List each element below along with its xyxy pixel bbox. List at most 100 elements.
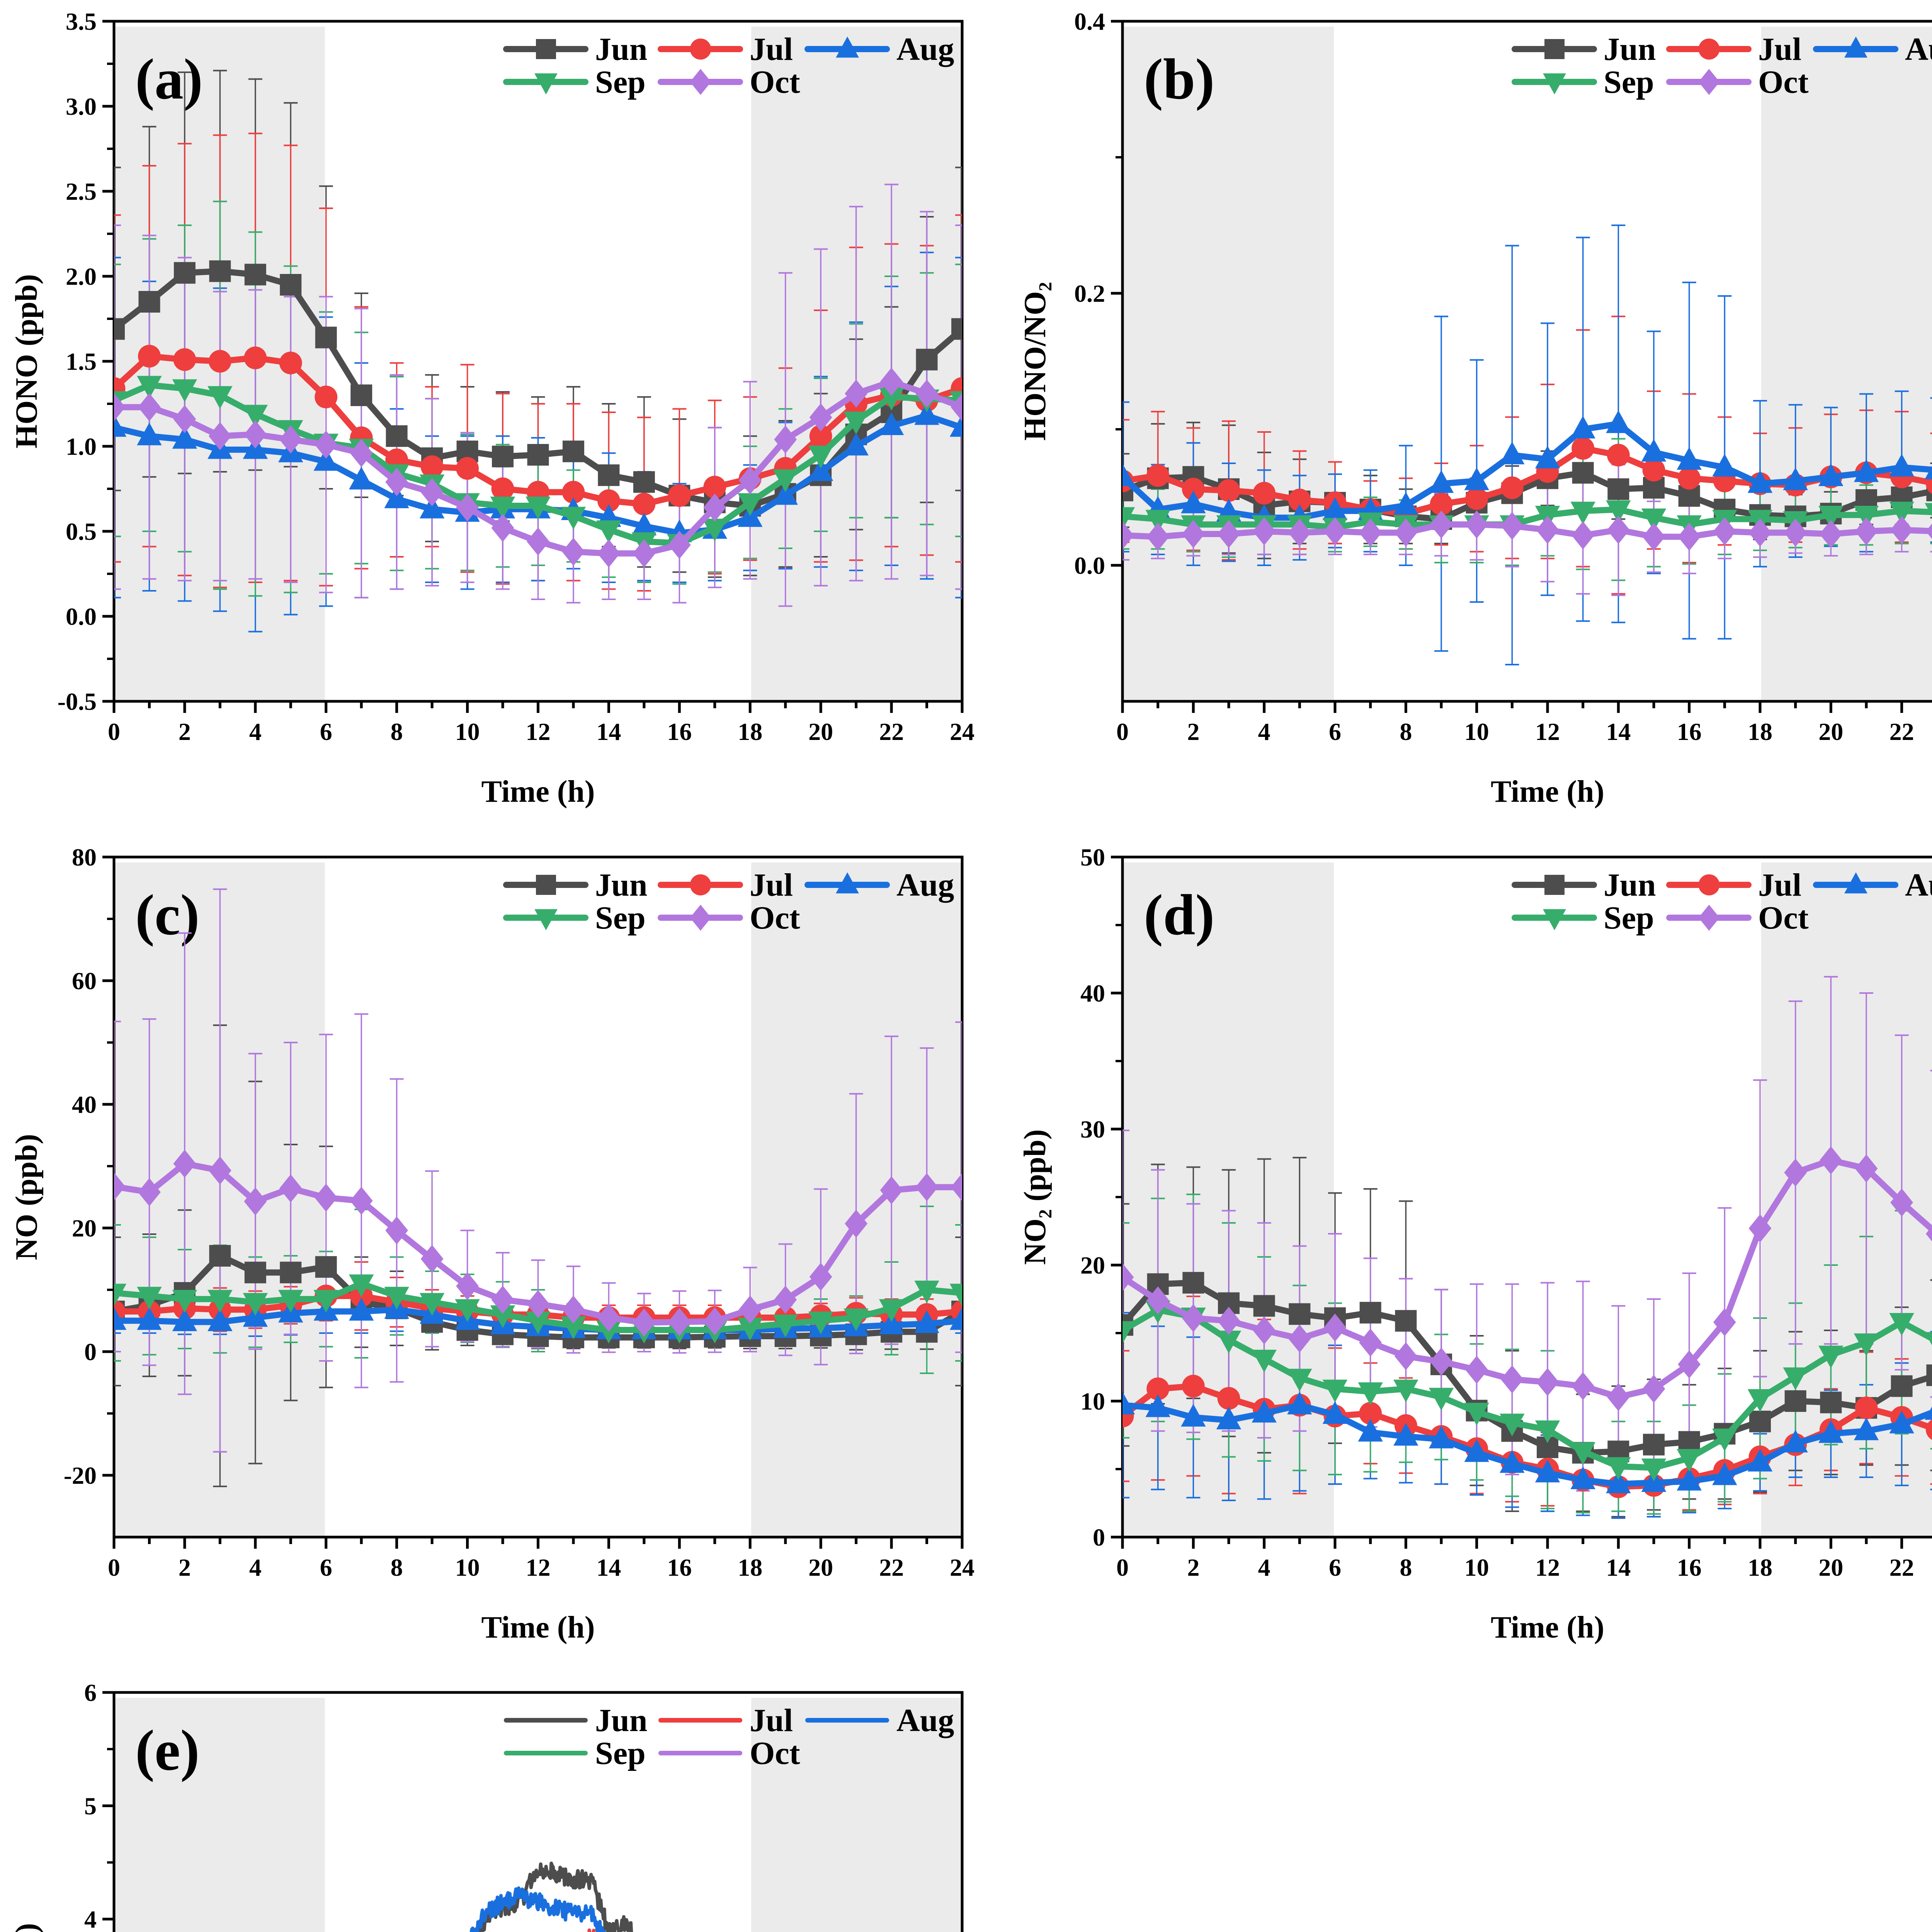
x-tick-label: 16 [667,1554,692,1581]
x-tick-label: 14 [1606,718,1631,745]
data-point [208,1156,231,1185]
data-point [1571,521,1595,549]
data-point [1217,520,1240,548]
x-tick-label: 8 [1400,1554,1412,1581]
y-axis-title: HONO/NO₂ [1018,282,1052,441]
data-point [280,1262,302,1284]
x-tick-label: 6 [320,718,332,745]
series-aug [469,1886,606,1932]
data-point [1359,519,1382,547]
x-tick-label: 10 [455,1554,480,1581]
legend-item-aug: Aug [1813,31,1932,67]
y-tick-label: 0.2 [1074,280,1105,307]
data-point [491,477,514,500]
legend-label: Oct [750,900,800,936]
data-point [172,426,197,449]
data-point [915,379,938,408]
data-point [1677,447,1702,470]
data-point [1181,490,1206,514]
data-point [1216,1406,1242,1430]
data-point [1784,519,1807,547]
data-point [1819,520,1842,548]
y-tick-label: 6 [84,1679,97,1706]
data-point [1429,1388,1454,1411]
data-point [349,467,374,490]
data-point [384,1287,409,1310]
y-tick-label: 80 [72,844,97,871]
data-point [456,457,479,480]
legend-item-jul: Jul [658,31,793,67]
data-point [315,430,338,459]
legend-marker [1543,73,1566,95]
y-tick-label: 3.0 [66,93,97,120]
data-point [1641,509,1667,531]
data-point [1500,1413,1525,1437]
data-point [1182,520,1205,548]
data-point [880,1176,903,1204]
data-point [1784,1158,1807,1187]
data-point [845,379,868,408]
data-point [1122,463,1135,486]
data-point [1748,1214,1772,1243]
data-point [137,1287,162,1310]
legend-marker [536,39,556,59]
data-point [209,260,231,282]
data-point [1748,519,1772,547]
x-tick-label: 18 [738,718,762,745]
data-point [114,318,125,340]
data-point [915,1173,938,1201]
data-point [350,439,373,467]
data-point [1678,1350,1701,1379]
legend-label: Oct [750,1735,800,1771]
x-tick-label: 20 [808,1554,833,1581]
data-point [1217,1387,1240,1410]
legend-marker [1698,874,1720,896]
panel-label: (c) [135,883,199,947]
data-point [492,446,514,468]
y-tick-label: 5 [84,1792,97,1820]
panel-label: (d) [1144,883,1214,947]
data-point [385,468,408,496]
data-point [1889,1410,1914,1434]
series-oct [114,367,962,568]
data-point [1429,470,1454,493]
data-point [1570,1442,1595,1465]
data-point [1359,1302,1381,1324]
legend-item-jun: Jun [1512,31,1656,67]
y-tick-label: 30 [1080,1116,1105,1143]
data-point [702,519,727,542]
panel-a: 0 2 4 6 8 10 12 14 16 18 20 22 24-0.50.00.51.01.52.0… [10,8,975,809]
data-point [114,1307,127,1330]
data-point [914,402,939,425]
x-tick-label: 20 [1818,718,1843,745]
data-point [1394,519,1417,547]
data-point [1713,517,1736,546]
data-point [738,466,762,495]
x-tick-label: 20 [1818,1554,1843,1581]
legend-label: Aug [896,31,954,67]
data-point [949,1284,962,1306]
y-tick-label: 1.0 [66,433,97,460]
y-tick-label: 40 [1080,980,1105,1007]
data-point [703,493,726,522]
data-point [349,1274,374,1297]
data-point [1500,441,1525,464]
data-point [1677,1449,1702,1472]
data-point [244,1262,266,1284]
data-point [1819,1146,1842,1175]
data-point [1925,503,1932,517]
data-point [1712,1462,1737,1485]
data-point [774,1286,797,1314]
data-point [280,274,302,296]
panel-d: 02468101214161820222401020304050Time (h)… [1018,844,1932,1645]
data-point [1854,505,1879,529]
data-point [1890,1188,1913,1217]
legend-item-jun: Jun [503,867,647,903]
x-tick-label: 6 [1329,718,1341,745]
legend-item-aug: Aug [804,31,954,67]
data-point [562,537,585,566]
plot-area [114,888,962,1487]
data-point [914,1281,939,1303]
data-point [844,433,869,456]
data-point [633,1308,656,1337]
